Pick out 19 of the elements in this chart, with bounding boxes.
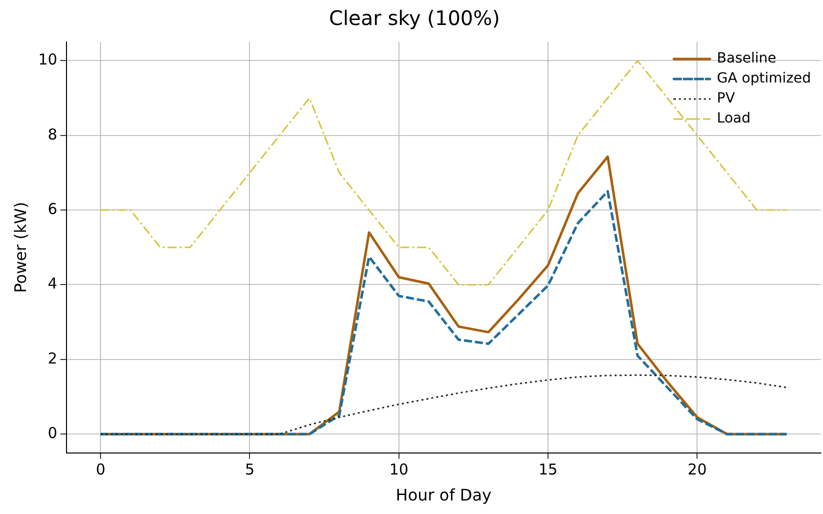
legend-label: Load <box>716 110 751 127</box>
legend-label: GA optimized <box>716 70 812 87</box>
y-tick-label: 10 <box>38 50 58 69</box>
y-axis-title: Power (kW) <box>10 202 30 293</box>
legend-label: PV <box>716 90 736 107</box>
y-tick-label: 6 <box>48 200 58 218</box>
x-tick-label: 5 <box>244 460 255 479</box>
y-tick-label: 4 <box>48 274 58 293</box>
x-tick-label: 10 <box>389 460 408 479</box>
y-tick-label: 0 <box>48 424 58 442</box>
legend-label: Baseline <box>716 50 776 67</box>
x-tick-label: 20 <box>688 460 707 479</box>
line-series <box>100 374 788 435</box>
chart-title: Clear sky (100%) <box>329 6 500 30</box>
y-tick-label: 8 <box>48 125 58 144</box>
y-tick-label: 2 <box>48 349 58 368</box>
x-axis-title: Hour of Day <box>396 486 492 505</box>
x-tick-label: 15 <box>538 460 558 479</box>
x-tick-label: 0 <box>96 460 106 479</box>
